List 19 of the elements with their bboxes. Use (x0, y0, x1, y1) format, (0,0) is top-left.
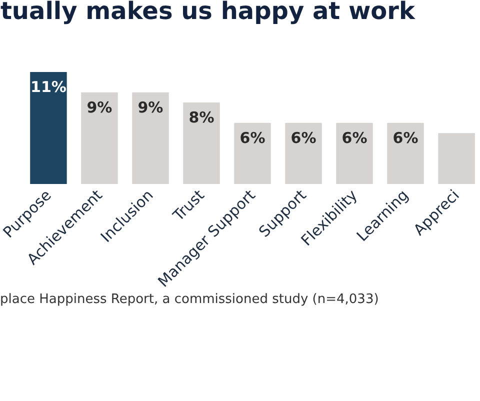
bar (438, 133, 475, 184)
data-label: 9% (86, 98, 112, 116)
bar (387, 122, 424, 184)
bar (234, 122, 271, 184)
text: place Happiness Report, a commissioned study (n=4,033) (0, 292, 380, 307)
bar (183, 102, 220, 184)
bar (336, 122, 373, 184)
data-label: 6% (342, 128, 368, 147)
data-label: 8% (188, 108, 214, 127)
bar (132, 92, 169, 184)
data-label: 6% (290, 128, 316, 147)
bar (285, 122, 322, 184)
data-label: 6% (392, 128, 418, 147)
data-label: 6% (240, 128, 266, 147)
data-label: 9% (138, 98, 164, 116)
bar (30, 72, 67, 184)
data-label: 11% (30, 78, 66, 96)
bar (81, 92, 118, 184)
chart-title: tually makes us happy at work (0, 0, 416, 25)
